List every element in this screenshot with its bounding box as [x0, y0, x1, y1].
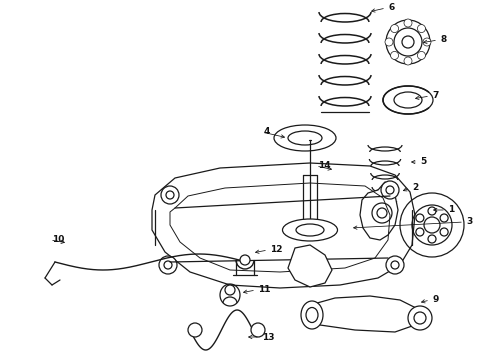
Text: 6: 6 [388, 4, 394, 13]
Circle shape [164, 261, 172, 269]
Circle shape [416, 228, 424, 236]
Circle shape [386, 20, 430, 64]
Text: 10: 10 [52, 235, 64, 244]
Text: 13: 13 [262, 333, 274, 342]
Circle shape [240, 255, 250, 265]
Text: 5: 5 [420, 158, 426, 166]
Text: 12: 12 [270, 246, 283, 255]
Circle shape [385, 38, 393, 46]
Circle shape [386, 256, 404, 274]
Polygon shape [305, 296, 420, 332]
Polygon shape [360, 182, 398, 240]
Circle shape [440, 228, 448, 236]
Circle shape [188, 323, 202, 337]
Circle shape [391, 261, 399, 269]
Circle shape [440, 214, 448, 222]
Text: 9: 9 [432, 296, 439, 305]
Circle shape [161, 186, 179, 204]
Circle shape [400, 193, 464, 257]
Circle shape [428, 207, 436, 215]
Circle shape [416, 214, 424, 222]
Text: 4: 4 [264, 127, 270, 136]
Circle shape [391, 24, 398, 32]
Circle shape [386, 186, 394, 194]
Circle shape [417, 24, 425, 32]
Circle shape [391, 51, 398, 59]
Circle shape [166, 191, 174, 199]
Text: 11: 11 [258, 285, 270, 294]
Circle shape [377, 208, 387, 218]
Circle shape [404, 57, 412, 65]
Ellipse shape [283, 219, 338, 241]
Circle shape [428, 235, 436, 243]
Circle shape [404, 19, 412, 27]
Text: 3: 3 [466, 217, 472, 226]
Circle shape [424, 217, 440, 233]
Circle shape [417, 51, 425, 59]
Ellipse shape [301, 301, 323, 329]
Text: 7: 7 [432, 91, 439, 100]
Ellipse shape [383, 86, 433, 114]
Circle shape [251, 323, 265, 337]
Text: 14: 14 [318, 162, 331, 171]
Text: 2: 2 [412, 184, 418, 193]
Circle shape [381, 181, 399, 199]
Circle shape [159, 256, 177, 274]
Text: 1: 1 [448, 206, 454, 215]
Circle shape [423, 38, 431, 46]
Circle shape [408, 306, 432, 330]
Circle shape [225, 285, 235, 295]
Ellipse shape [274, 125, 336, 151]
Circle shape [402, 36, 414, 48]
Polygon shape [288, 245, 332, 287]
Text: 8: 8 [440, 36, 446, 45]
